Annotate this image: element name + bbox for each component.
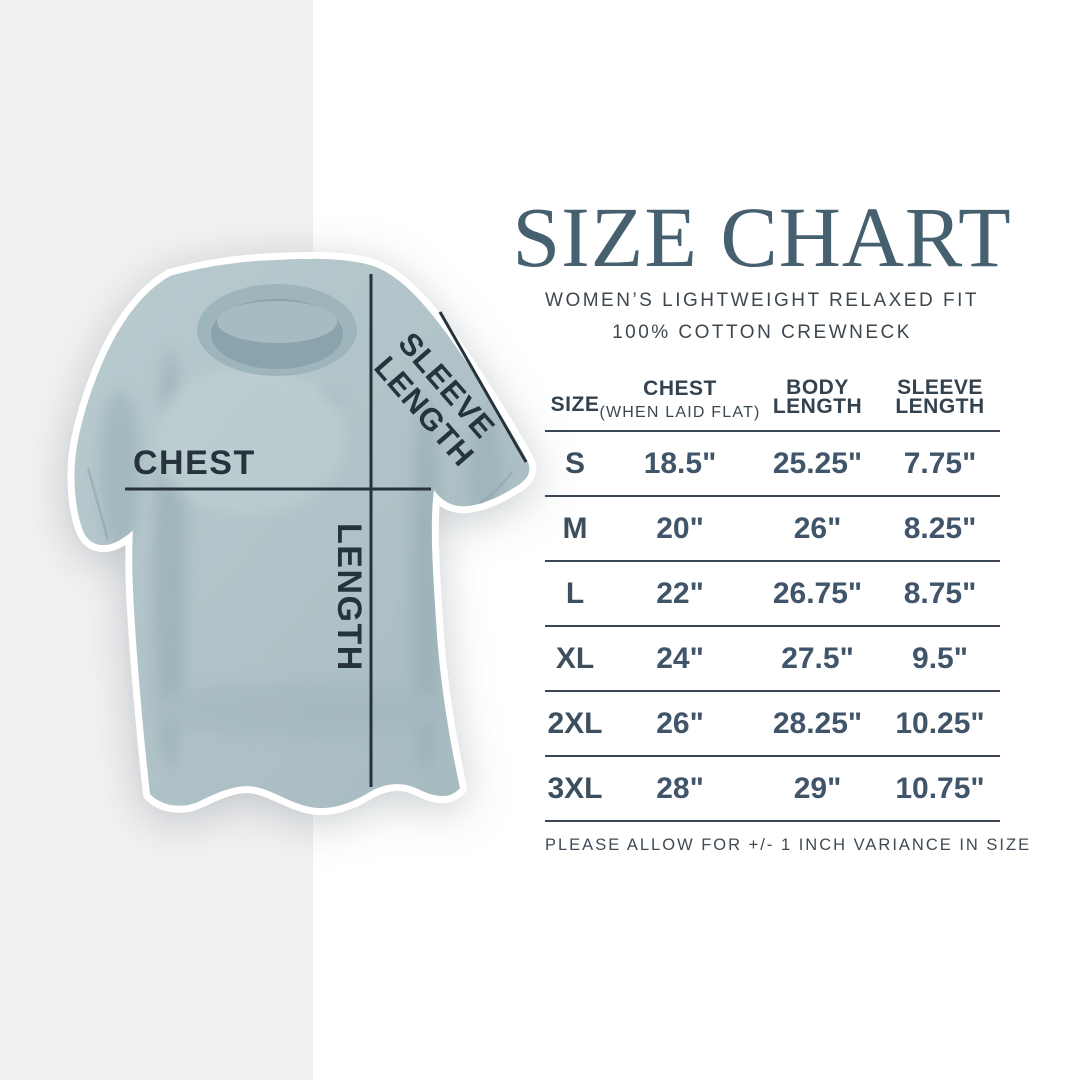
subtitle-line2: 100% COTTON CREWNECK: [612, 322, 912, 343]
size-table: SIZE CHEST (WHEN LAID FLAT) BODY LENGTH …: [545, 362, 1032, 855]
table-row-m: M 20" 26" 8.25": [545, 497, 1000, 562]
left-cuff-seam: [86, 467, 110, 541]
tshirt-photo: [67, 251, 537, 815]
table-row-xl: XL 24" 27.5" 9.5": [545, 627, 1000, 692]
page-title: SIZE CHART: [512, 189, 1012, 285]
column-header-chest: CHEST (WHEN LAID FLAT): [599, 378, 759, 430]
column-header-size: SIZE: [550, 393, 600, 416]
size-table-header: SIZE CHEST (WHEN LAID FLAT) BODY LENGTH …: [545, 362, 1000, 432]
collar: [197, 284, 357, 376]
table-row-3xl: 3XL 28" 29" 10.75": [545, 757, 1000, 822]
chest-sublabel: (WHEN LAID FLAT): [599, 404, 761, 421]
subtitle-line1: WOMEN’S LIGHTWEIGHT RELAXED FIT: [545, 290, 979, 311]
measurement-lines: [125, 274, 528, 787]
column-header-sleeve-length: SLEEVE LENGTH: [895, 376, 985, 418]
table-row-2xl: 2XL 26" 28.25" 10.25": [545, 692, 1000, 757]
length-label: LENGTH: [330, 523, 368, 672]
variance-footnote: PLEASE ALLOW FOR +/- 1 INCH VARIANCE IN …: [545, 836, 1032, 854]
fabric-shading: [100, 350, 501, 770]
measurement-labels: CHEST LENGTH SLEEVE LENGTH: [133, 326, 502, 672]
table-row-s: S 18.5" 25.25" 7.75": [545, 432, 1000, 497]
table-row-l: L 22" 26.75" 8.75": [545, 562, 1000, 627]
column-header-body-length: BODY LENGTH: [772, 376, 863, 418]
chest-label: CHEST: [133, 444, 256, 482]
right-cuff-seam: [479, 471, 513, 505]
sleeve-measure-line: [438, 311, 528, 463]
